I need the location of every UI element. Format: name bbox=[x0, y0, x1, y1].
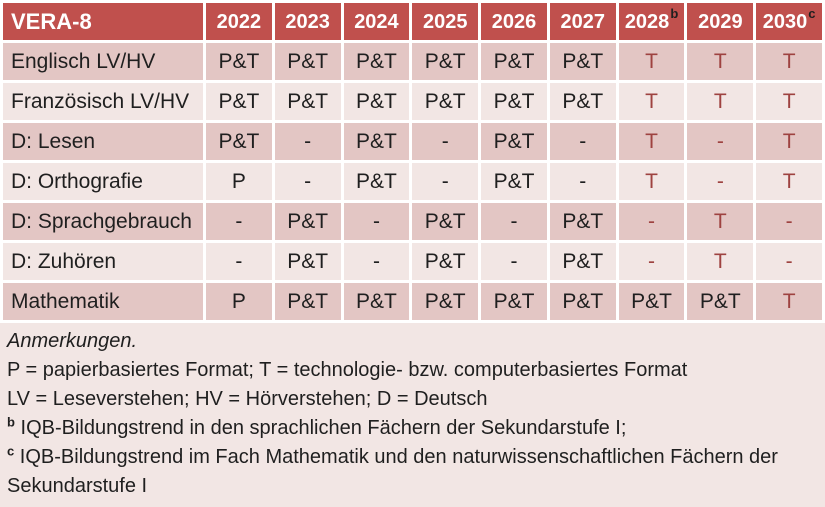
table-cell: - bbox=[481, 243, 547, 280]
table-header-year: 2026 bbox=[481, 3, 547, 40]
table-cell: P&T bbox=[481, 83, 547, 120]
table-cell: - bbox=[756, 243, 822, 280]
row-label: D: Lesen bbox=[3, 123, 203, 160]
footnote-c: c IQB-Bildungstrend im Fach Mathematik u… bbox=[7, 443, 813, 501]
table-cell: P&T bbox=[274, 83, 341, 120]
table-cell: T bbox=[687, 83, 754, 120]
row-label: D: Sprachgebrauch bbox=[3, 203, 203, 240]
table-cell: P&T bbox=[481, 123, 547, 160]
table-cell: T bbox=[618, 123, 685, 160]
table-cell: P&T bbox=[206, 83, 272, 120]
table-cell: - bbox=[274, 123, 341, 160]
table-cell: - bbox=[343, 243, 410, 280]
table-cell: P&T bbox=[481, 43, 547, 80]
table-cell: P&T bbox=[549, 43, 616, 80]
notes-title: Anmerkungen. bbox=[7, 330, 138, 352]
table-cell: - bbox=[412, 163, 479, 200]
vera8-table: VERA-8 2022 2023 2024 2025 2026 2027 2028 b 2029 2… bbox=[3, 3, 822, 320]
footnote-c-marker: c bbox=[7, 443, 15, 459]
table-cell: P&T bbox=[206, 123, 272, 160]
table-cell: P&T bbox=[343, 283, 410, 320]
table-cell: P&T bbox=[412, 83, 479, 120]
table-cell: - bbox=[481, 203, 547, 240]
table-cell: - bbox=[343, 203, 410, 240]
table-cell: P bbox=[206, 163, 272, 200]
table-cell: P&T bbox=[343, 43, 410, 80]
footnote-b-text: IQB-Bildungstrend in den sprachlichen Fä… bbox=[20, 417, 627, 439]
table-header-year: 2024 bbox=[343, 3, 410, 40]
notes-section: Anmerkungen. P = papierbasiertes Format;… bbox=[0, 323, 825, 507]
note-abbreviation-legend: LV = Leseverstehen; HV = Hörverstehen; D… bbox=[7, 388, 488, 410]
table-cell: - bbox=[687, 163, 754, 200]
table-cell: T bbox=[756, 283, 822, 320]
row-label: D: Orthografie bbox=[3, 163, 203, 200]
row-label: D: Zuhören bbox=[3, 243, 203, 280]
table-cell: T bbox=[618, 83, 685, 120]
table-cell: P&T bbox=[274, 203, 341, 240]
table-cell: - bbox=[756, 203, 822, 240]
row-label: Englisch LV/HV bbox=[3, 43, 203, 80]
table-cell: T bbox=[687, 243, 754, 280]
table-cell: P&T bbox=[412, 283, 479, 320]
table-cell: - bbox=[412, 123, 479, 160]
table-cell: - bbox=[206, 203, 272, 240]
table-cell: P&T bbox=[412, 243, 479, 280]
table-header-vera8: VERA-8 bbox=[3, 3, 203, 40]
table-header-year: 2025 bbox=[412, 3, 479, 40]
table-header-year: 2029 bbox=[687, 3, 754, 40]
table-header-year: 2023 bbox=[274, 3, 341, 40]
table-cell: P bbox=[206, 283, 272, 320]
table-cell: - bbox=[549, 163, 616, 200]
footnote-b: b IQB-Bildungstrend in den sprachlichen … bbox=[7, 414, 813, 443]
table-cell: T bbox=[618, 163, 685, 200]
row-label: Mathematik bbox=[3, 283, 203, 320]
table-cell: P&T bbox=[481, 163, 547, 200]
table-cell: T bbox=[618, 43, 685, 80]
table-cell: - bbox=[274, 163, 341, 200]
footnote-b-marker: b bbox=[7, 414, 15, 430]
table-cell: - bbox=[687, 123, 754, 160]
table-cell: - bbox=[206, 243, 272, 280]
table-cell: P&T bbox=[274, 43, 341, 80]
footnote-marker: c bbox=[808, 6, 816, 21]
table-cell: T bbox=[756, 83, 822, 120]
table-cell: P&T bbox=[412, 203, 479, 240]
table-cell: T bbox=[756, 43, 822, 80]
row-label: Französisch LV/HV bbox=[3, 83, 203, 120]
table-header-year: 2027 bbox=[549, 3, 616, 40]
table-cell: T bbox=[687, 203, 754, 240]
table-cell: T bbox=[687, 43, 754, 80]
table-cell: - bbox=[618, 243, 685, 280]
table-header-year: 2028 b bbox=[618, 3, 685, 40]
table-header-year: 2030 c bbox=[756, 3, 822, 40]
table-cell: P&T bbox=[549, 283, 616, 320]
table-cell: T bbox=[756, 123, 822, 160]
table-cell: - bbox=[618, 203, 685, 240]
table-cell: P&T bbox=[343, 123, 410, 160]
footnote-marker: b bbox=[670, 6, 679, 21]
table-cell: P&T bbox=[618, 283, 685, 320]
table-cell: P&T bbox=[549, 243, 616, 280]
table-cell: P&T bbox=[687, 283, 754, 320]
note-format-legend: P = papierbasiertes Format; T = technolo… bbox=[7, 359, 688, 381]
table-cell: P&T bbox=[549, 83, 616, 120]
table-cell: - bbox=[549, 123, 616, 160]
table-cell: P&T bbox=[549, 203, 616, 240]
table-cell: P&T bbox=[412, 43, 479, 80]
footnote-c-text: IQB-Bildungstrend im Fach Mathematik und… bbox=[7, 446, 778, 497]
table-cell: T bbox=[756, 163, 822, 200]
table-cell: P&T bbox=[343, 163, 410, 200]
table-cell: P&T bbox=[274, 243, 341, 280]
table-cell: P&T bbox=[343, 83, 410, 120]
table-cell: P&T bbox=[206, 43, 272, 80]
table-header-year: 2022 bbox=[206, 3, 272, 40]
table-cell: P&T bbox=[274, 283, 341, 320]
table-cell: P&T bbox=[481, 283, 547, 320]
